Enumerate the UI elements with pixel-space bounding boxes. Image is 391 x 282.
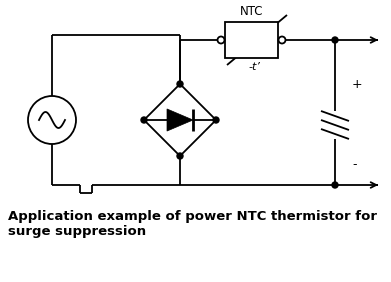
Text: NTC: NTC — [240, 5, 263, 18]
Circle shape — [213, 117, 219, 123]
Circle shape — [177, 153, 183, 159]
Polygon shape — [167, 109, 193, 131]
Text: Application example of power NTC thermistor for
surge suppression: Application example of power NTC thermis… — [8, 210, 377, 238]
Circle shape — [177, 81, 183, 87]
Text: -t’: -t’ — [249, 62, 260, 72]
Circle shape — [332, 37, 338, 43]
Circle shape — [332, 182, 338, 188]
Text: -: - — [352, 158, 357, 171]
Text: +: + — [352, 78, 362, 91]
Circle shape — [217, 36, 224, 43]
Bar — [225, 22, 278, 58]
Circle shape — [141, 117, 147, 123]
Circle shape — [278, 36, 285, 43]
